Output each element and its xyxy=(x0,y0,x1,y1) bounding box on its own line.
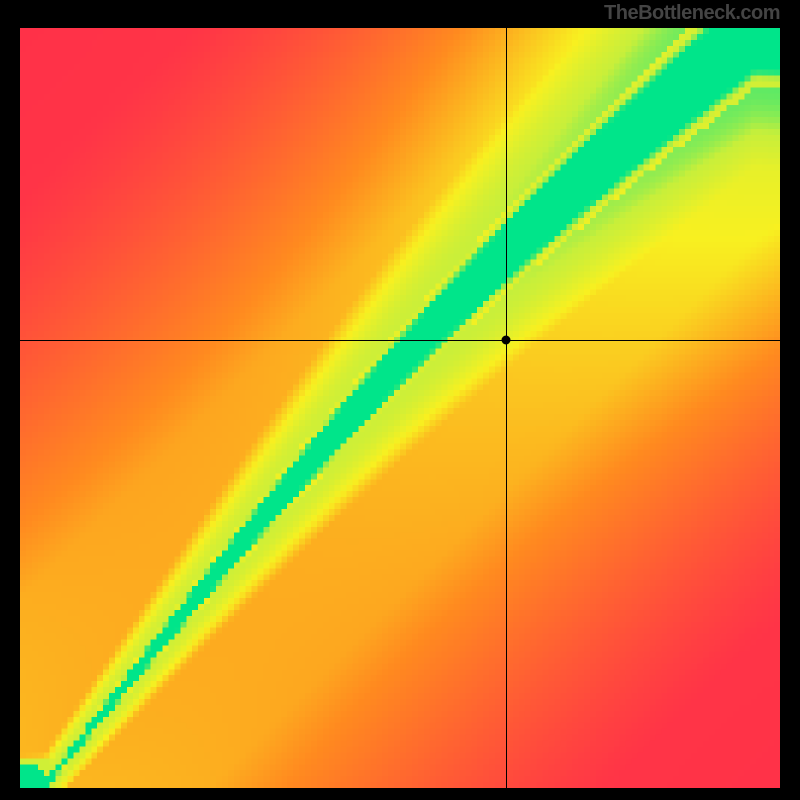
crosshair-dot xyxy=(502,335,511,344)
watermark-text: TheBottleneck.com xyxy=(604,2,780,25)
heatmap-canvas xyxy=(20,28,780,788)
crosshair-vertical xyxy=(506,28,507,788)
crosshair-horizontal xyxy=(20,340,780,341)
plot-area xyxy=(20,28,780,788)
chart-container: TheBottleneck.com xyxy=(0,0,800,800)
